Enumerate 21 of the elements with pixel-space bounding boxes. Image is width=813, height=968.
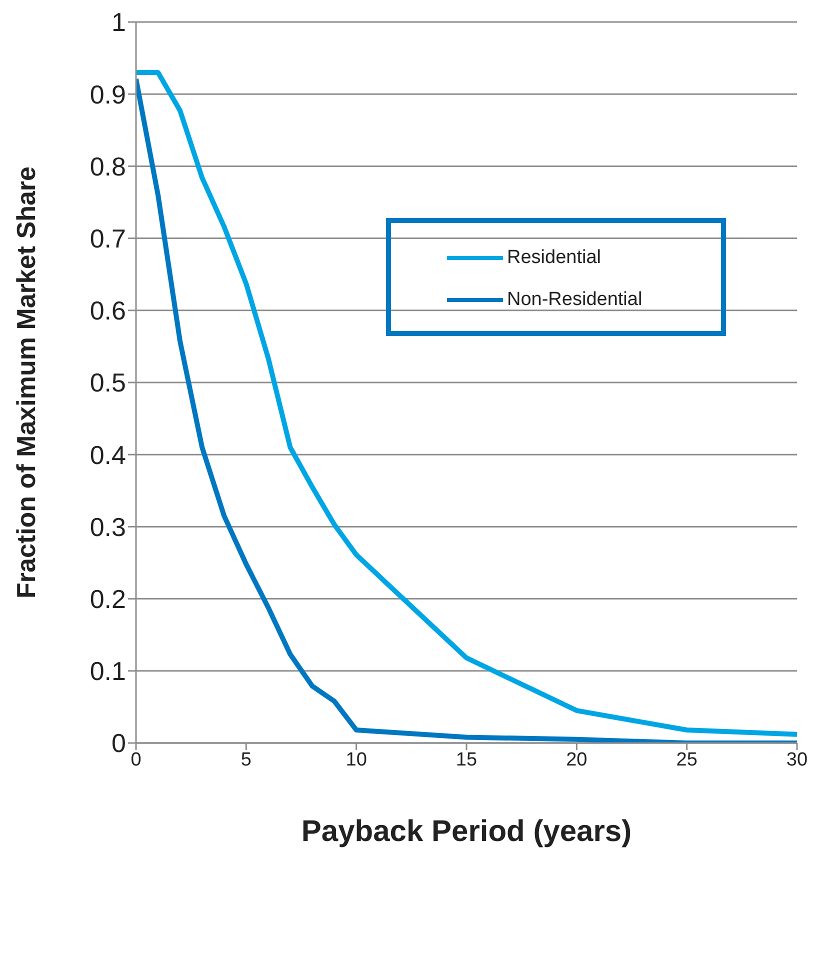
y-tick-label: 0.5 [90, 368, 126, 398]
x-tick-label: 30 [786, 749, 808, 770]
x-tick-label: 5 [240, 749, 252, 770]
y-tick-label: 0.1 [90, 656, 126, 686]
x-tick-label: 25 [676, 749, 698, 770]
x-tick-label: 15 [456, 749, 478, 770]
y-tick-label: 0.4 [90, 440, 126, 470]
y-tick-label: 0.9 [90, 79, 126, 110]
x-tick-label: 10 [346, 749, 367, 770]
y-tick-label: 0.3 [90, 512, 126, 542]
y-axis-title: Fraction of Maximum Market Share [11, 166, 42, 598]
x-axis-title: Payback Period (years) [301, 815, 632, 848]
legend-label: Non-Residential [507, 289, 642, 311]
y-tick-label: 0.6 [90, 296, 126, 326]
x-tick-label: 0 [130, 749, 142, 770]
y-tick-label: 0.7 [90, 224, 126, 254]
legend-label: Residential [507, 247, 601, 269]
y-tick-label: 0.2 [90, 584, 126, 614]
y-tick-label: 0.8 [90, 151, 126, 182]
y-tick-label: 1 [112, 7, 126, 38]
x-tick-label: 20 [566, 749, 588, 770]
